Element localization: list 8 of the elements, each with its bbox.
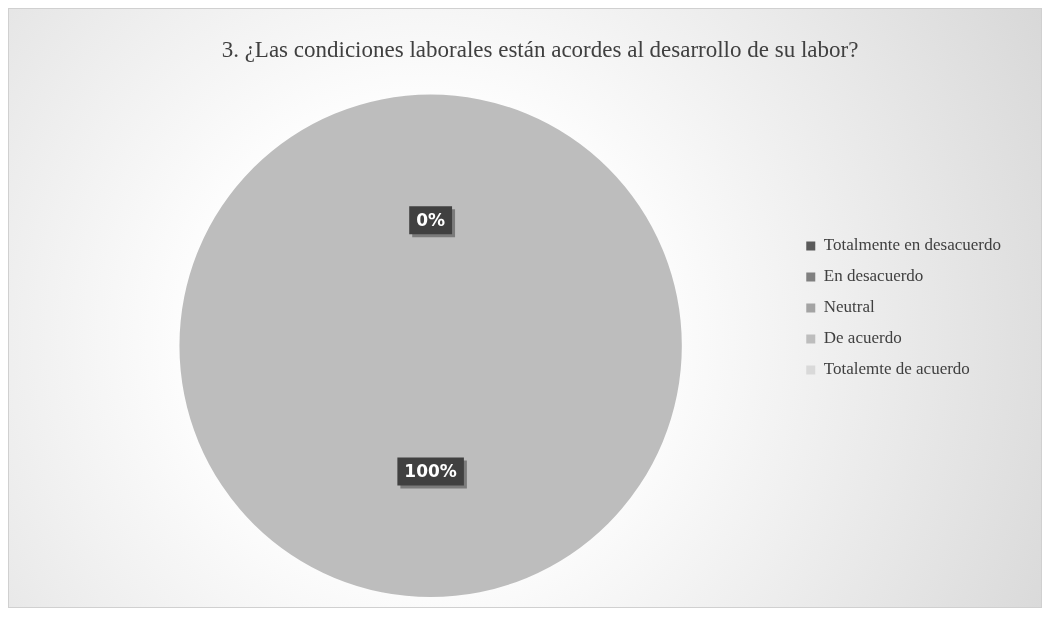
text: 0%: [416, 209, 446, 230]
legend-label: Totalmente en desacuerdo: [823, 235, 1001, 255]
data-label: 100%: [404, 460, 457, 481]
legend-label: En desacuerdo: [823, 266, 924, 286]
chart-title: 3. ¿Las condiciones laborales están acordes al desarrollo de su labor?: [221, 36, 859, 62]
legend-label: De acuerdo: [823, 328, 902, 348]
legend-label: Totalemte de acuerdo: [823, 359, 970, 379]
legend-label: Neutral: [823, 297, 876, 317]
